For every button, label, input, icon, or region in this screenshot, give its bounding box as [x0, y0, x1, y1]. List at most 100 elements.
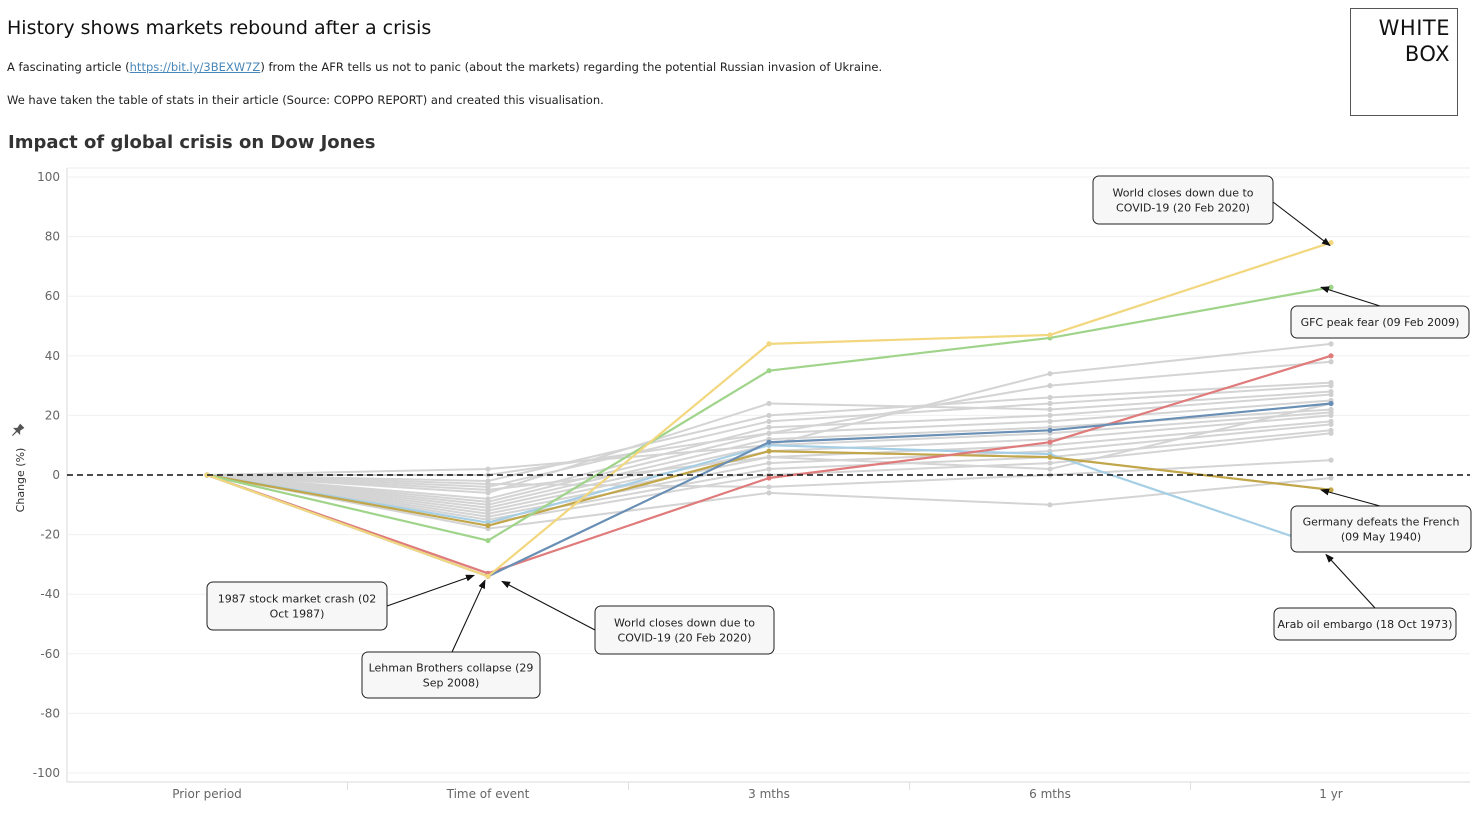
data-point[interactable]	[485, 487, 491, 493]
y-tick-label: 20	[45, 408, 60, 422]
axis-layer: 100 80 60 40 20 0 -20 -40 -60 -80 -100 Prior period…	[9, 170, 1343, 801]
annotation-arrow	[386, 574, 475, 607]
annotation-text: (09 May 1940)	[1341, 531, 1421, 544]
data-point[interactable]	[766, 490, 772, 496]
data-point[interactable]	[1328, 284, 1334, 290]
data-point[interactable]	[1328, 341, 1334, 347]
data-point[interactable]	[1328, 383, 1334, 389]
y-tick-label: 80	[45, 230, 60, 244]
y-tick-label: -80	[40, 706, 60, 720]
data-point[interactable]	[1047, 439, 1053, 445]
annotation-layer: World closes down due to COVID-19 (20 Feb…	[206, 175, 1472, 699]
data-point[interactable]	[766, 460, 772, 466]
annotation-callout: Lehman Brothers collapse (29 Sep 2008)	[361, 579, 541, 699]
data-point[interactable]	[1047, 383, 1053, 389]
y-tick-label: -100	[33, 766, 60, 780]
annotation-text: 1987 stock market crash (02	[218, 593, 377, 606]
data-point[interactable]	[766, 418, 772, 424]
annotation-text: Germany defeats the French	[1303, 516, 1460, 529]
data-point[interactable]	[766, 341, 772, 347]
y-tick-label: 60	[45, 289, 60, 303]
data-point[interactable]	[1047, 418, 1053, 424]
annotation-text: GFC peak fear (09 Feb 2009)	[1301, 316, 1460, 329]
y-tick-label: -60	[40, 647, 60, 661]
y-tick-label: 100	[37, 170, 60, 184]
y-axis-label: Change (%)	[14, 448, 27, 513]
y-tick-label: 40	[45, 349, 60, 363]
annotation-callout: Germany defeats the French (09 May 1940)	[1290, 488, 1472, 553]
data-point[interactable]	[1328, 487, 1334, 493]
data-point[interactable]	[1328, 412, 1334, 418]
annotation-callout: Arab oil embargo (18 Oct 1973)	[1273, 553, 1457, 641]
annotation-box	[1273, 607, 1457, 641]
data-point[interactable]	[1328, 400, 1334, 407]
data-point[interactable]	[1328, 421, 1334, 427]
data-point[interactable]	[766, 439, 772, 445]
data-point[interactable]	[766, 454, 772, 460]
data-point[interactable]	[1328, 359, 1334, 365]
x-tick-label: 3 mths	[748, 787, 790, 801]
intro-line-2: We have taken the table of stats in thei…	[7, 93, 604, 107]
data-point[interactable]	[485, 523, 491, 529]
data-point[interactable]	[485, 466, 491, 472]
data-point[interactable]	[1047, 400, 1053, 407]
intro-prefix: A fascinating article (	[7, 60, 130, 74]
data-point[interactable]	[485, 537, 491, 544]
data-point[interactable]	[1047, 394, 1053, 401]
data-point[interactable]	[1047, 332, 1053, 338]
annotation-arrow	[1272, 201, 1331, 247]
data-point[interactable]	[766, 466, 772, 472]
x-tick-label: Prior period	[172, 787, 242, 801]
data-point[interactable]	[766, 400, 772, 407]
annotation-box	[594, 605, 775, 655]
pin-icon[interactable]	[9, 422, 26, 439]
series-layer	[204, 239, 1334, 579]
x-tick-label: 6 mths	[1029, 787, 1071, 801]
annotation-box	[1092, 175, 1274, 225]
data-point[interactable]	[1047, 502, 1053, 508]
annotation-box	[361, 651, 541, 699]
data-point[interactable]	[1328, 391, 1334, 398]
data-point[interactable]	[1047, 371, 1053, 377]
data-point[interactable]	[1328, 475, 1334, 481]
data-point[interactable]	[766, 484, 772, 490]
annotation-text: COVID-19 (20 Feb 2020)	[618, 632, 752, 645]
annotation-callout: World closes down due to COVID-19 (20 Feb…	[1092, 175, 1331, 247]
data-point[interactable]	[1047, 466, 1053, 472]
data-point[interactable]	[485, 573, 491, 579]
y-tick-label: 0	[52, 468, 60, 482]
data-point[interactable]	[766, 424, 772, 430]
series-line[interactable]	[206, 241, 1332, 578]
annotation-text: Arab oil embargo (18 Oct 1973)	[1278, 618, 1453, 631]
annotation-text: Lehman Brothers collapse (29	[369, 662, 534, 675]
annotation-box	[1290, 505, 1472, 553]
data-point[interactable]	[766, 368, 772, 374]
series-world-closes-down-due-to-covid-19-20-feb-2020[interactable]	[204, 239, 1334, 579]
data-point[interactable]	[1328, 430, 1334, 436]
data-point[interactable]	[1047, 427, 1053, 433]
annotation-box	[1290, 305, 1470, 339]
data-point[interactable]	[766, 430, 772, 436]
annotation-box	[206, 581, 388, 631]
annotation-text: Oct 1987)	[270, 608, 325, 621]
data-point[interactable]	[1328, 457, 1334, 463]
y-tick-label: -20	[40, 528, 60, 542]
y-tick-label: -40	[40, 587, 60, 601]
data-point[interactable]	[485, 481, 491, 487]
data-point[interactable]	[766, 448, 772, 454]
data-point[interactable]	[1047, 412, 1053, 418]
annotation-arrow	[501, 580, 596, 631]
data-point[interactable]	[766, 412, 772, 418]
data-point[interactable]	[766, 475, 772, 481]
logo-line-2: BOX	[1404, 42, 1450, 66]
data-point[interactable]	[1047, 406, 1053, 413]
annotation-arrow	[1320, 488, 1381, 507]
annotation-callout: World closes down due to COVID-19 (20 Feb…	[501, 580, 775, 655]
annotation-text: World closes down due to	[1112, 187, 1253, 200]
annotation-text: COVID-19 (20 Feb 2020)	[1116, 202, 1250, 215]
data-point[interactable]	[1047, 454, 1053, 460]
annotation-text: World closes down due to	[614, 617, 755, 630]
data-point[interactable]	[1328, 353, 1334, 359]
article-link[interactable]: https://bit.ly/3BEXW7Z	[129, 60, 261, 74]
data-point[interactable]	[1047, 460, 1053, 466]
